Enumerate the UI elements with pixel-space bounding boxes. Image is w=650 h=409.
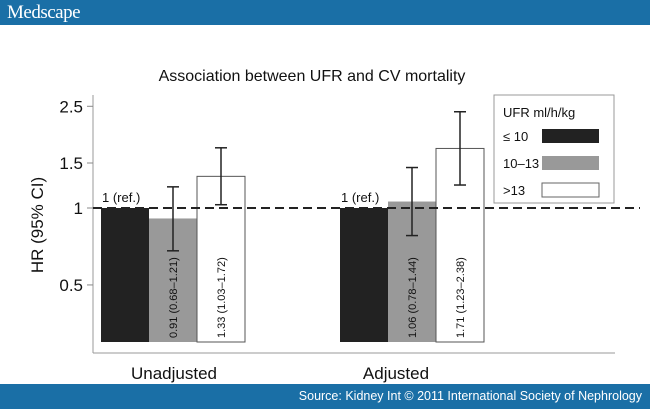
category-label: Unadjusted: [131, 364, 217, 383]
data-label: 1 (ref.): [341, 190, 379, 205]
legend-label: ≤ 10: [503, 129, 528, 144]
y-tick-label: 0.5: [59, 276, 83, 295]
legend-swatch: [542, 129, 599, 143]
legend-label: >13: [503, 183, 525, 198]
header-bar: Medscape: [0, 0, 650, 25]
category-label: Adjusted: [363, 364, 429, 383]
legend-title: UFR ml/h/kg: [503, 105, 575, 120]
source-credit: Source: Kidney Int © 2011 International …: [298, 389, 642, 403]
legend-swatch: [541, 182, 600, 198]
legend-label: 10–13: [503, 156, 539, 171]
data-label: 1 (ref.): [102, 190, 140, 205]
data-label: 1.06 (0.78–1.44): [407, 257, 419, 338]
y-tick-label: 1: [74, 199, 83, 218]
legend-swatch: [542, 156, 599, 170]
y-tick-label: 1.5: [59, 154, 83, 173]
medscape-logo: Medscape: [7, 2, 81, 23]
bar: [340, 208, 388, 342]
chart-title: Association between UFR and CV mortality: [159, 68, 466, 85]
data-label: 1.71 (1.23–2.38): [455, 257, 467, 338]
footer-bar: Source: Kidney Int © 2011 International …: [0, 384, 650, 409]
y-axis-label: HR (95% CI): [28, 177, 47, 273]
bars: 1 (ref.) 0.91 (0.68–1.21) 1.33 (1.03–1.72)…: [93, 111, 640, 343]
bar: [101, 208, 149, 342]
data-label: 1.33 (1.03–1.72): [216, 257, 228, 338]
axes: 0.5 1 1.5 2.5 HR (95% CI) Unadjusted Adjusted: [28, 95, 615, 383]
legend: UFR ml/h/kg ≤ 10 10–13 >13: [493, 94, 615, 204]
data-label: 0.91 (0.68–1.21): [168, 257, 180, 338]
y-tick-label: 2.5: [59, 97, 83, 116]
